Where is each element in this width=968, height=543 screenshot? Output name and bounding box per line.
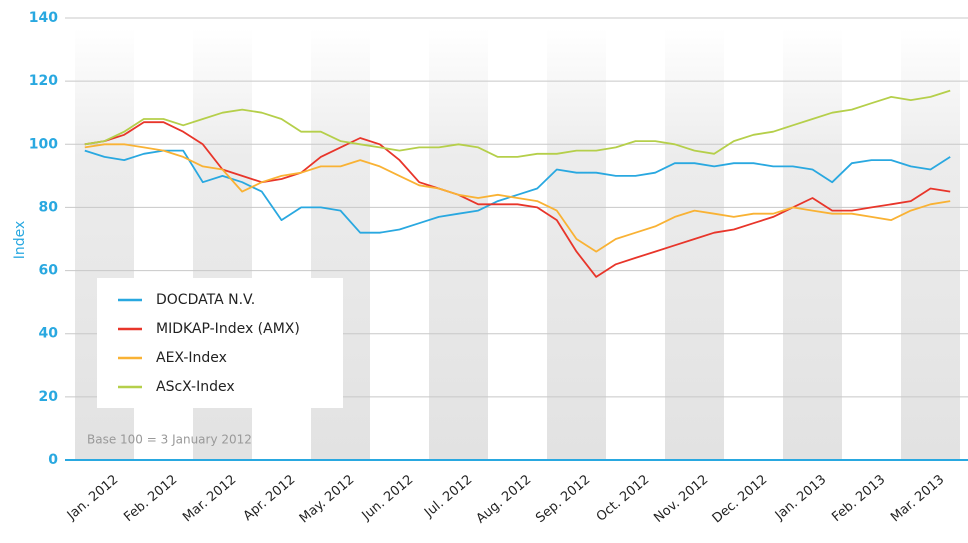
x-tick-label: Feb. 2012: [121, 472, 180, 525]
series-line: [84, 89, 951, 158]
x-tick-label: Mar. 2012: [180, 472, 239, 525]
x-tick-label: Nov. 2012: [651, 472, 711, 526]
legend-label: AEX-Index: [156, 350, 227, 366]
x-tick-label: Apr. 2012: [241, 472, 299, 524]
x-tick-label: Dec. 2012: [710, 472, 771, 526]
month-band: [901, 28, 960, 460]
legend-label: AScX-Index: [156, 379, 235, 395]
y-tick-label: 100: [29, 136, 58, 152]
y-tick-label: 0: [48, 452, 58, 468]
x-tick-label: Jul. 2012: [421, 472, 475, 521]
y-tick-label: 120: [29, 73, 58, 89]
note: Base 100 = 3 January 2012: [87, 433, 252, 447]
month-band: [783, 28, 842, 460]
x-tick-label: Sep. 2012: [533, 472, 593, 526]
x-tick-label: Jan. 2013: [772, 472, 829, 524]
legend-label: DOCDATA N.V.: [156, 292, 255, 308]
x-tick-label: Oct. 2012: [594, 472, 653, 525]
y-tick-label: 80: [39, 199, 59, 215]
x-tick-label: Jun. 2012: [359, 472, 417, 524]
x-tick-label: Aug. 2012: [474, 472, 535, 526]
y-axis-label: Index: [12, 221, 28, 260]
x-tick-label: May. 2012: [297, 472, 357, 526]
legend-label: MIDKAP-Index (AMX): [156, 321, 300, 337]
series-line: [84, 121, 951, 278]
x-tick-label: Feb. 2013: [829, 472, 888, 525]
x-tick-label: Mar. 2013: [888, 472, 947, 525]
y-tick-label: 140: [29, 10, 58, 26]
y-tick-label: 60: [39, 263, 59, 279]
x-tick-label: Jan. 2012: [64, 472, 121, 524]
month-band: [429, 28, 488, 460]
y-tick-label: 20: [39, 389, 59, 405]
month-band: [665, 28, 724, 460]
y-tick-label: 40: [39, 326, 59, 342]
series-line: [84, 143, 951, 253]
month-band: [547, 28, 606, 460]
